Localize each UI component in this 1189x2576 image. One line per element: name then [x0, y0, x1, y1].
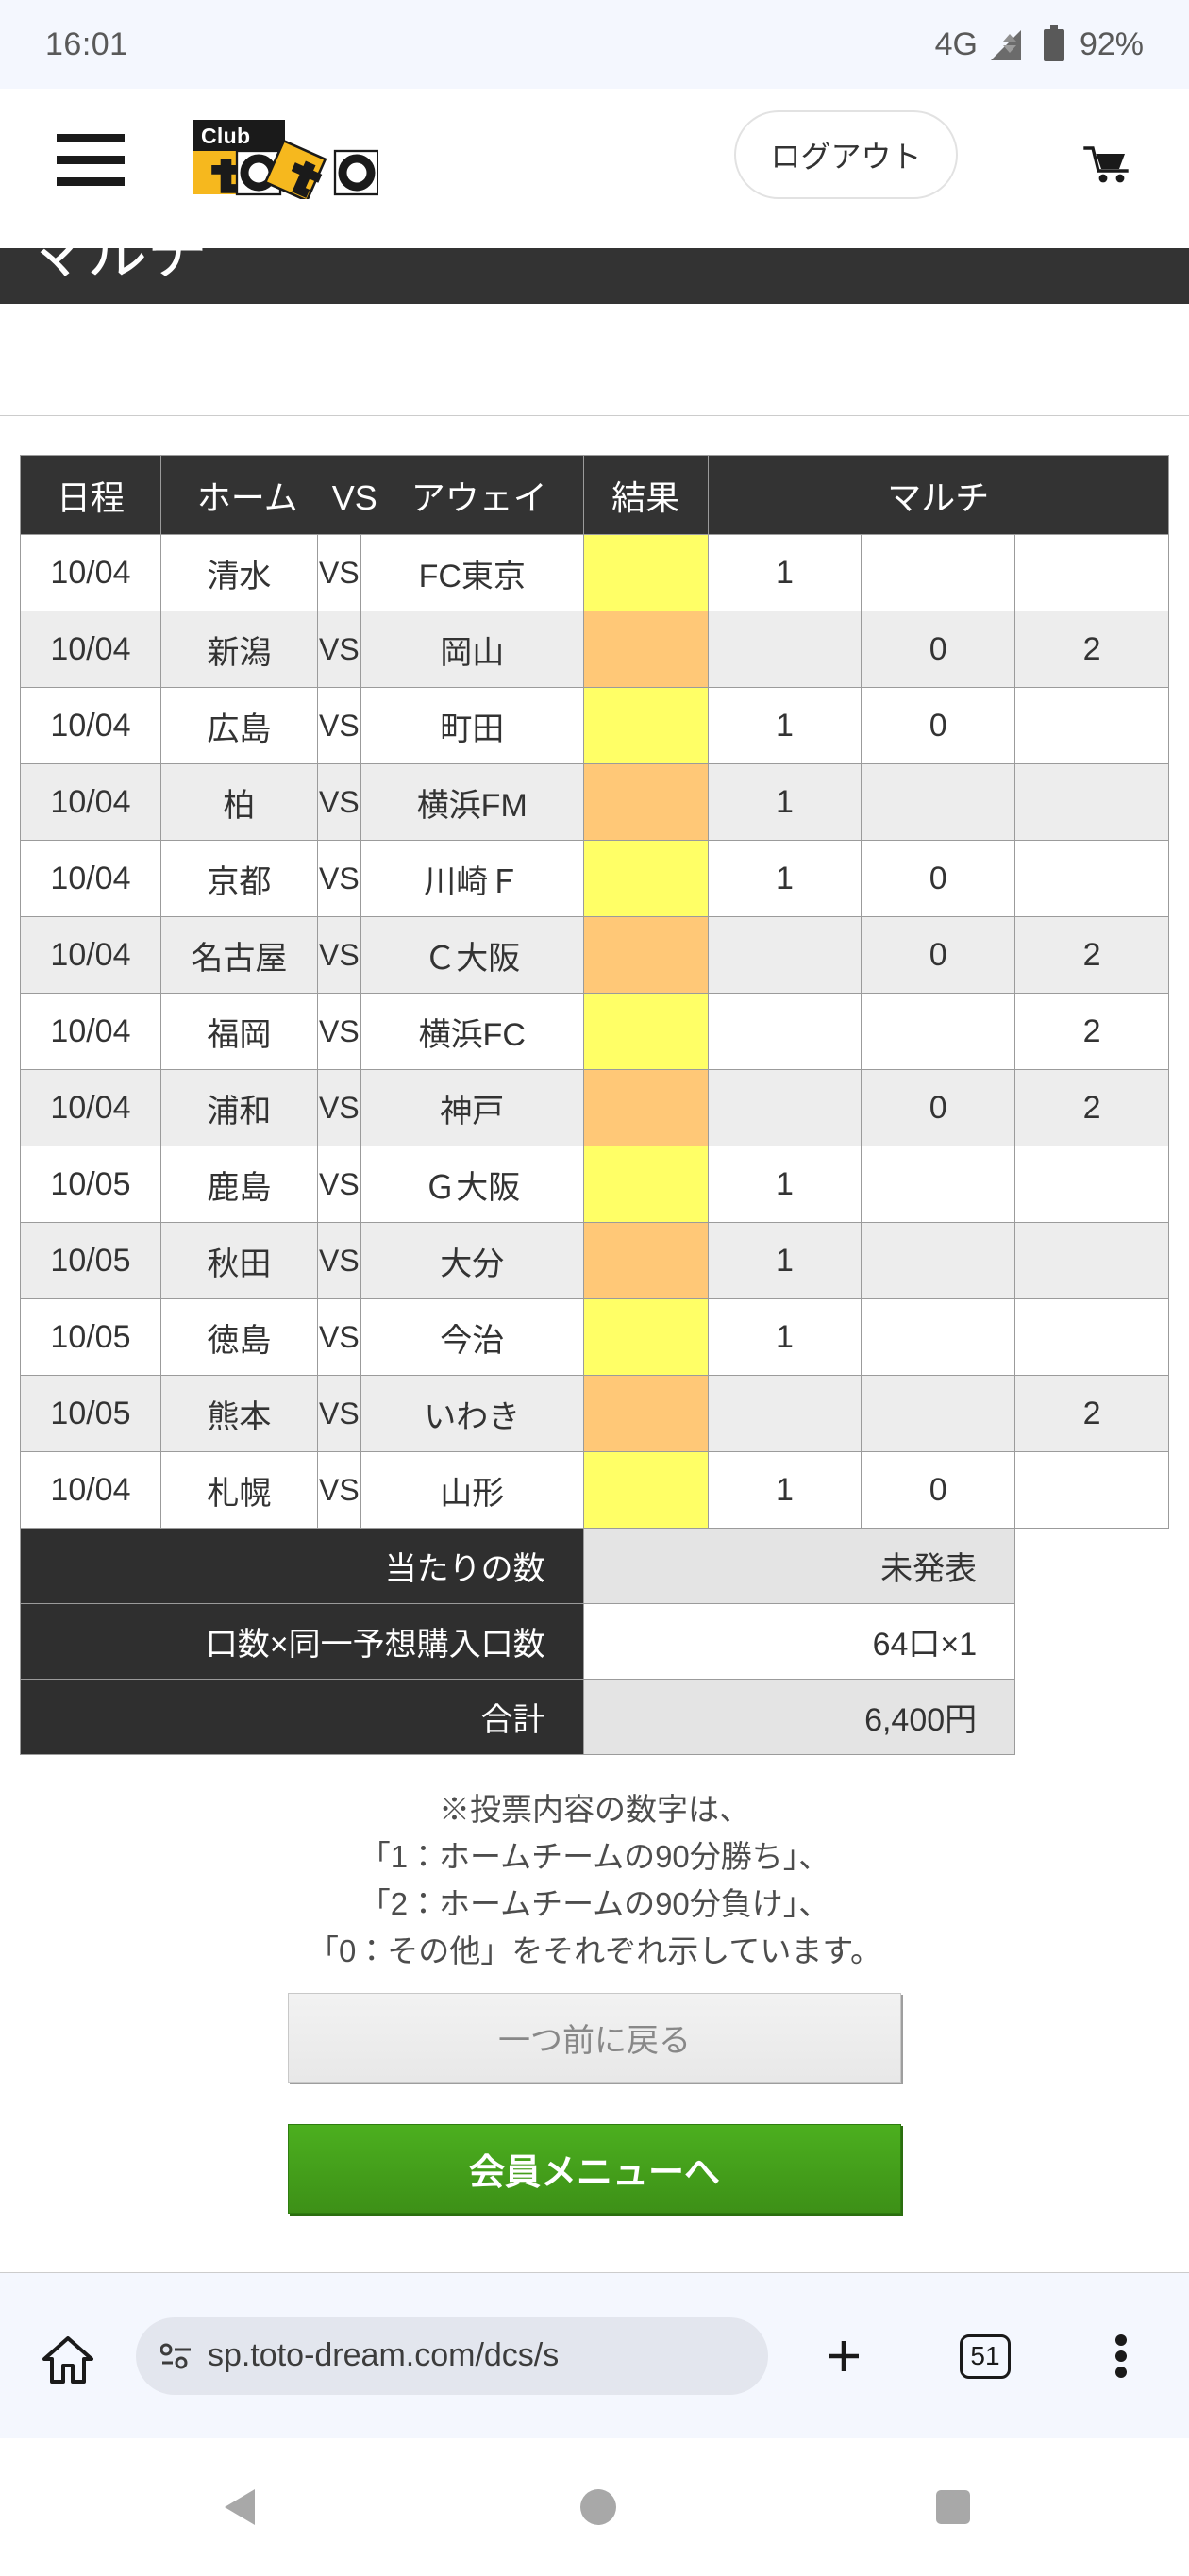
svg-text:Club: Club	[201, 124, 250, 148]
